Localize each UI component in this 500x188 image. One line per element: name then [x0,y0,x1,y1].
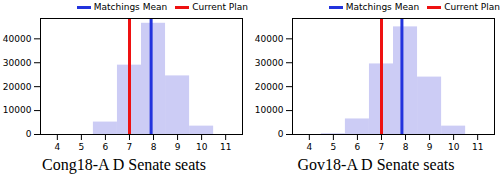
html-text:Matchings Mean: Matchings Mean [93,2,168,12]
html-text:Gov18-A D Senate seats: Gov18-A D Senate seats [297,156,455,173]
svg-text:7: 7 [127,142,133,152]
svg-text:7: 7 [379,142,385,152]
svg-text:20000: 20000 [255,82,284,92]
svg-text:4: 4 [306,142,312,152]
svg-text:30000: 30000 [255,58,284,68]
svg-text:4: 4 [54,142,60,152]
svg-text:0: 0 [26,129,32,139]
svg-text:10: 10 [196,142,208,152]
svg-text:40000: 40000 [3,34,32,44]
svg-text:9: 9 [427,142,433,152]
svg-text:40000: 40000 [255,34,284,44]
html-text:Matchings Mean: Matchings Mean [345,2,420,12]
svg-text:30000: 30000 [3,58,32,68]
svg-text:10000: 10000 [255,105,284,115]
svg-text:6: 6 [103,142,109,152]
svg-text:11: 11 [220,142,231,152]
svg-text:20000: 20000 [3,82,32,92]
svg-text:8: 8 [151,142,157,152]
svg-text:6: 6 [355,142,361,152]
svg-text:10: 10 [448,142,460,152]
svg-text:8: 8 [403,142,409,152]
html-text:Cong18-A D Senate seats: Cong18-A D Senate seats [42,156,206,173]
svg-text:5: 5 [331,142,337,152]
svg-text:10000: 10000 [3,105,32,115]
html-text:Current Plan: Current Plan [192,2,248,12]
svg-text:9: 9 [175,142,181,152]
svg-text:5: 5 [79,142,85,152]
svg-text:11: 11 [472,142,483,152]
html-text:Current Plan: Current Plan [444,2,500,12]
svg-text:0: 0 [278,129,284,139]
